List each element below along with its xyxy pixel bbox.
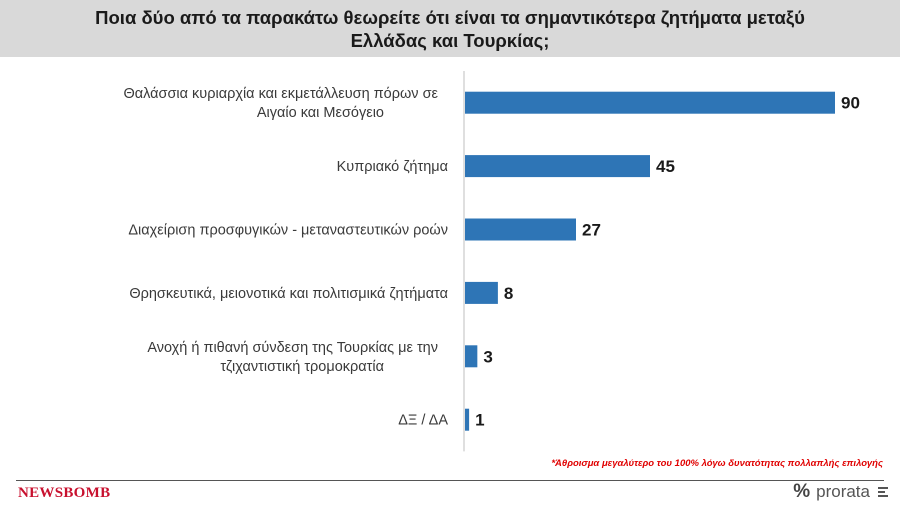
category-label-4: Ανοχή ή πιθανή σύνδεση της Τουρκίας με τ… [147, 340, 438, 375]
value-label-4: 3 [483, 347, 492, 366]
bar-chart: 90 Θαλάσσια κυριαρχία και εκμετάλλευση πό… [123, 71, 860, 452]
prorata-logo: % prorata [793, 481, 888, 503]
title-bar: Ποια δύο από τα παρακάτω θεωρείτε ότι εί… [0, 0, 900, 57]
prorata-wordmark: prorata [816, 482, 870, 501]
bar-5 [465, 408, 470, 431]
bar-2 [465, 218, 576, 241]
bar-4 [465, 345, 478, 368]
bar-1 [465, 155, 650, 178]
chart-title: Ποια δύο από τα παρακάτω θεωρείτε ότι εί… [95, 6, 805, 51]
value-label-2: 27 [582, 221, 601, 240]
prorata-bars-icon [878, 487, 888, 497]
value-label-5: 1 [475, 411, 484, 430]
category-label-3: Θρησκευτικά, μειονοτικά και πολιτισμικά … [129, 286, 448, 302]
category-label-1: Κυπριακό ζήτημα [337, 159, 448, 175]
bar-0 [465, 91, 835, 114]
footnote: *Άθροισμα μεγαλύτερο του 100% λόγω δυνατ… [551, 458, 883, 469]
footer-divider [16, 480, 884, 481]
value-label-3: 8 [504, 284, 513, 303]
footnote-text: Άθροισμα μεγαλύτερο του 100% λόγω δυνατό… [555, 458, 883, 469]
value-label-1: 45 [656, 157, 675, 176]
newsbomb-logo: NEWSBOMB [18, 485, 111, 501]
category-label-2: Διαχείριση προσφυγικών - μεταναστευτικών… [128, 223, 448, 239]
value-label-0: 90 [841, 94, 860, 113]
percent-icon: % [793, 481, 811, 502]
bar-3 [465, 281, 498, 304]
footnote-star: * [551, 458, 556, 469]
category-label-5: ΔΞ / ΔΑ [398, 413, 448, 429]
category-label-0: Θαλάσσια κυριαρχία και εκμετάλλευση πόρω… [123, 86, 438, 121]
